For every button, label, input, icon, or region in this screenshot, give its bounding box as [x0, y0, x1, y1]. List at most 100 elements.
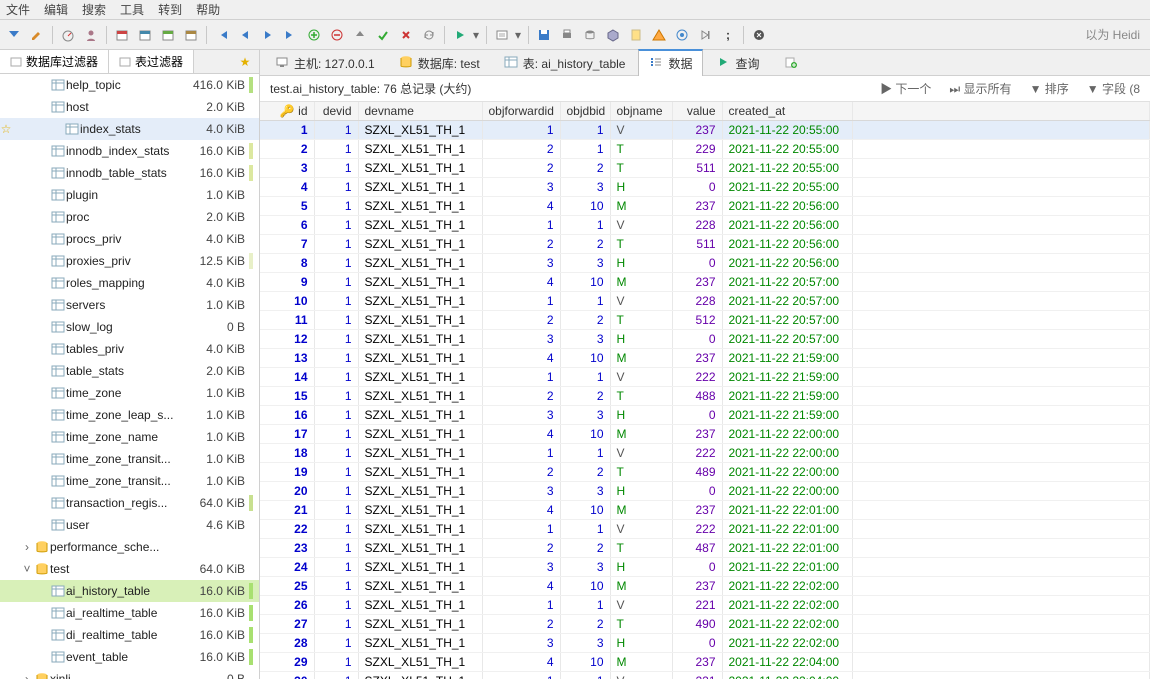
data-grid[interactable]: 🔑 iddeviddevnameobjforwardidobjdbidobjna…	[260, 102, 1150, 679]
table-row[interactable]: 51SZXL_XL51_TH_1410M2372021-11-22 20:56:…	[260, 197, 1150, 216]
col-header[interactable]: 🔑 id	[260, 102, 314, 121]
tree-row[interactable]: transaction_regis...64.0 KiB	[0, 492, 259, 514]
tree-row[interactable]: servers1.0 KiB	[0, 294, 259, 316]
table-row[interactable]: 221SZXL_XL51_TH_111V2222021-11-22 22:01:…	[260, 520, 1150, 539]
table-row[interactable]: 211SZXL_XL51_TH_1410M2372021-11-22 22:01…	[260, 501, 1150, 520]
table-row[interactable]: 61SZXL_XL51_TH_111V2282021-11-22 20:56:0…	[260, 216, 1150, 235]
tree-row[interactable]: slow_log0 B	[0, 316, 259, 338]
menu-item[interactable]: 转到	[158, 1, 182, 18]
tree-row[interactable]: ›xinli0 B	[0, 668, 259, 679]
tool-dropdown-icon[interactable]	[4, 25, 24, 45]
table-row[interactable]: 161SZXL_XL51_TH_133H02021-11-22 21:59:00	[260, 406, 1150, 425]
table-row[interactable]: 291SZXL_XL51_TH_1410M2372021-11-22 22:04…	[260, 653, 1150, 672]
tree-row[interactable]: ›performance_sche...	[0, 536, 259, 558]
left-tab-fav[interactable]: ★	[231, 50, 259, 73]
col-header[interactable]: devname	[358, 102, 482, 121]
table-row[interactable]: 21SZXL_XL51_TH_121T2292021-11-22 20:55:0…	[260, 140, 1150, 159]
tree-row[interactable]: innodb_table_stats16.0 KiB	[0, 162, 259, 184]
tree-row[interactable]: ˅test64.0 KiB	[0, 558, 259, 580]
table-row[interactable]: 281SZXL_XL51_TH_133H02021-11-22 22:02:00	[260, 634, 1150, 653]
table-row[interactable]: 231SZXL_XL51_TH_122T4872021-11-22 22:01:…	[260, 539, 1150, 558]
tool-first-icon[interactable]	[212, 25, 232, 45]
db-tree[interactable]: help_topic416.0 KiBhost2.0 KiB☆index_sta…	[0, 74, 259, 679]
table-row[interactable]: 271SZXL_XL51_TH_122T4902021-11-22 22:02:…	[260, 615, 1150, 634]
tree-row[interactable]: event_table16.0 KiB	[0, 646, 259, 668]
left-tab-tblfilter[interactable]: 表过滤器	[109, 50, 194, 73]
table-row[interactable]: 241SZXL_XL51_TH_133H02021-11-22 22:01:00	[260, 558, 1150, 577]
tree-row[interactable]: di_realtime_table16.0 KiB	[0, 624, 259, 646]
table-row[interactable]: 91SZXL_XL51_TH_1410M2372021-11-22 20:57:…	[260, 273, 1150, 292]
tree-row[interactable]: plugin1.0 KiB	[0, 184, 259, 206]
tree-row[interactable]: proxies_priv12.5 KiB	[0, 250, 259, 272]
col-header[interactable]: objdbid	[560, 102, 610, 121]
table-row[interactable]: 151SZXL_XL51_TH_122T4882021-11-22 21:59:…	[260, 387, 1150, 406]
tree-row[interactable]: ai_realtime_table16.0 KiB	[0, 602, 259, 624]
tool-cube-icon[interactable]	[603, 25, 623, 45]
right-tab[interactable]	[773, 50, 809, 76]
tree-row[interactable]: tables_priv4.0 KiB	[0, 338, 259, 360]
right-tabs[interactable]: 主机: 127.0.0.1数据库: test表: ai_history_tabl…	[260, 50, 1150, 76]
table-row[interactable]: 101SZXL_XL51_TH_111V2282021-11-22 20:57:…	[260, 292, 1150, 311]
tool-user-icon[interactable]	[81, 25, 101, 45]
tool-commit-icon[interactable]	[373, 25, 393, 45]
tool-cal1-icon[interactable]	[112, 25, 132, 45]
menubar[interactable]: 文件编辑搜索工具转到帮助	[0, 0, 1150, 20]
tree-row[interactable]: procs_priv4.0 KiB	[0, 228, 259, 250]
tree-row[interactable]: time_zone_name1.0 KiB	[0, 426, 259, 448]
subbar-button[interactable]: ▶ 下一个	[880, 80, 931, 97]
menu-item[interactable]: 文件	[6, 1, 30, 18]
table-row[interactable]: 141SZXL_XL51_TH_111V2222021-11-22 21:59:…	[260, 368, 1150, 387]
right-tab[interactable]: 表: ai_history_table	[493, 50, 637, 76]
tool-save-icon[interactable]	[534, 25, 554, 45]
menu-item[interactable]: 工具	[120, 1, 144, 18]
tree-row[interactable]: ai_history_table16.0 KiB	[0, 580, 259, 602]
right-tab[interactable]: 数据库: test	[388, 50, 491, 76]
subbar-button[interactable]: ▼ 字段 (8	[1087, 80, 1140, 97]
col-header[interactable]: objname	[610, 102, 672, 121]
tree-row[interactable]: time_zone1.0 KiB	[0, 382, 259, 404]
tool-warn-icon[interactable]	[649, 25, 669, 45]
tree-row[interactable]: innodb_index_stats16.0 KiB	[0, 140, 259, 162]
col-header[interactable]: devid	[314, 102, 358, 121]
col-header[interactable]: created_at	[722, 102, 852, 121]
table-row[interactable]: 191SZXL_XL51_TH_122T4892021-11-22 22:00:…	[260, 463, 1150, 482]
tool-cal4-icon[interactable]	[181, 25, 201, 45]
table-row[interactable]: 251SZXL_XL51_TH_1410M2372021-11-22 22:02…	[260, 577, 1150, 596]
tool-cal2-icon[interactable]	[135, 25, 155, 45]
tree-row[interactable]: time_zone_transit...1.0 KiB	[0, 470, 259, 492]
table-row[interactable]: 171SZXL_XL51_TH_1410M2372021-11-22 22:00…	[260, 425, 1150, 444]
expand-icon[interactable]: ›	[20, 540, 34, 554]
table-row[interactable]: 31SZXL_XL51_TH_122T5112021-11-22 20:55:0…	[260, 159, 1150, 178]
table-row[interactable]: 71SZXL_XL51_TH_122T5112021-11-22 20:56:0…	[260, 235, 1150, 254]
table-row[interactable]: 301SZXL_XL51_TH_111V2212021-11-22 22:04:…	[260, 672, 1150, 679]
tree-row[interactable]: user4.6 KiB	[0, 514, 259, 536]
tool-edit-icon[interactable]	[27, 25, 47, 45]
right-tab[interactable]: 数据	[638, 49, 703, 76]
tool-refresh-icon[interactable]	[419, 25, 439, 45]
table-row[interactable]: 261SZXL_XL51_TH_111V2212021-11-22 22:02:…	[260, 596, 1150, 615]
tree-row[interactable]: host2.0 KiB	[0, 96, 259, 118]
tool-cancel-icon[interactable]	[396, 25, 416, 45]
tool-last-icon[interactable]	[281, 25, 301, 45]
tree-row[interactable]: table_stats2.0 KiB	[0, 360, 259, 382]
tool-step-icon[interactable]	[695, 25, 715, 45]
expand-icon[interactable]: ˅	[20, 562, 34, 576]
menu-item[interactable]: 帮助	[196, 1, 220, 18]
tool-print-icon[interactable]	[557, 25, 577, 45]
tool-stop-icon[interactable]	[749, 25, 769, 45]
tool-semi-icon[interactable]: ;	[718, 25, 738, 45]
table-row[interactable]: 111SZXL_XL51_TH_122T5122021-11-22 20:57:…	[260, 311, 1150, 330]
menu-item[interactable]: 搜索	[82, 1, 106, 18]
table-row[interactable]: 11SZXL_XL51_TH_111V2372021-11-22 20:55:0…	[260, 121, 1150, 140]
tool-prev-icon[interactable]	[235, 25, 255, 45]
tree-row[interactable]: roles_mapping4.0 KiB	[0, 272, 259, 294]
menu-item[interactable]: 编辑	[44, 1, 68, 18]
table-row[interactable]: 131SZXL_XL51_TH_1410M2372021-11-22 21:59…	[260, 349, 1150, 368]
tool-misc-icon[interactable]	[672, 25, 692, 45]
table-row[interactable]: 81SZXL_XL51_TH_133H02021-11-22 20:56:00	[260, 254, 1150, 273]
table-row[interactable]: 121SZXL_XL51_TH_133H02021-11-22 20:57:00	[260, 330, 1150, 349]
col-header[interactable]: value	[672, 102, 722, 121]
table-row[interactable]: 181SZXL_XL51_TH_111V2222021-11-22 22:00:…	[260, 444, 1150, 463]
tool-del-icon[interactable]	[327, 25, 347, 45]
table-row[interactable]: 41SZXL_XL51_TH_133H02021-11-22 20:55:00	[260, 178, 1150, 197]
